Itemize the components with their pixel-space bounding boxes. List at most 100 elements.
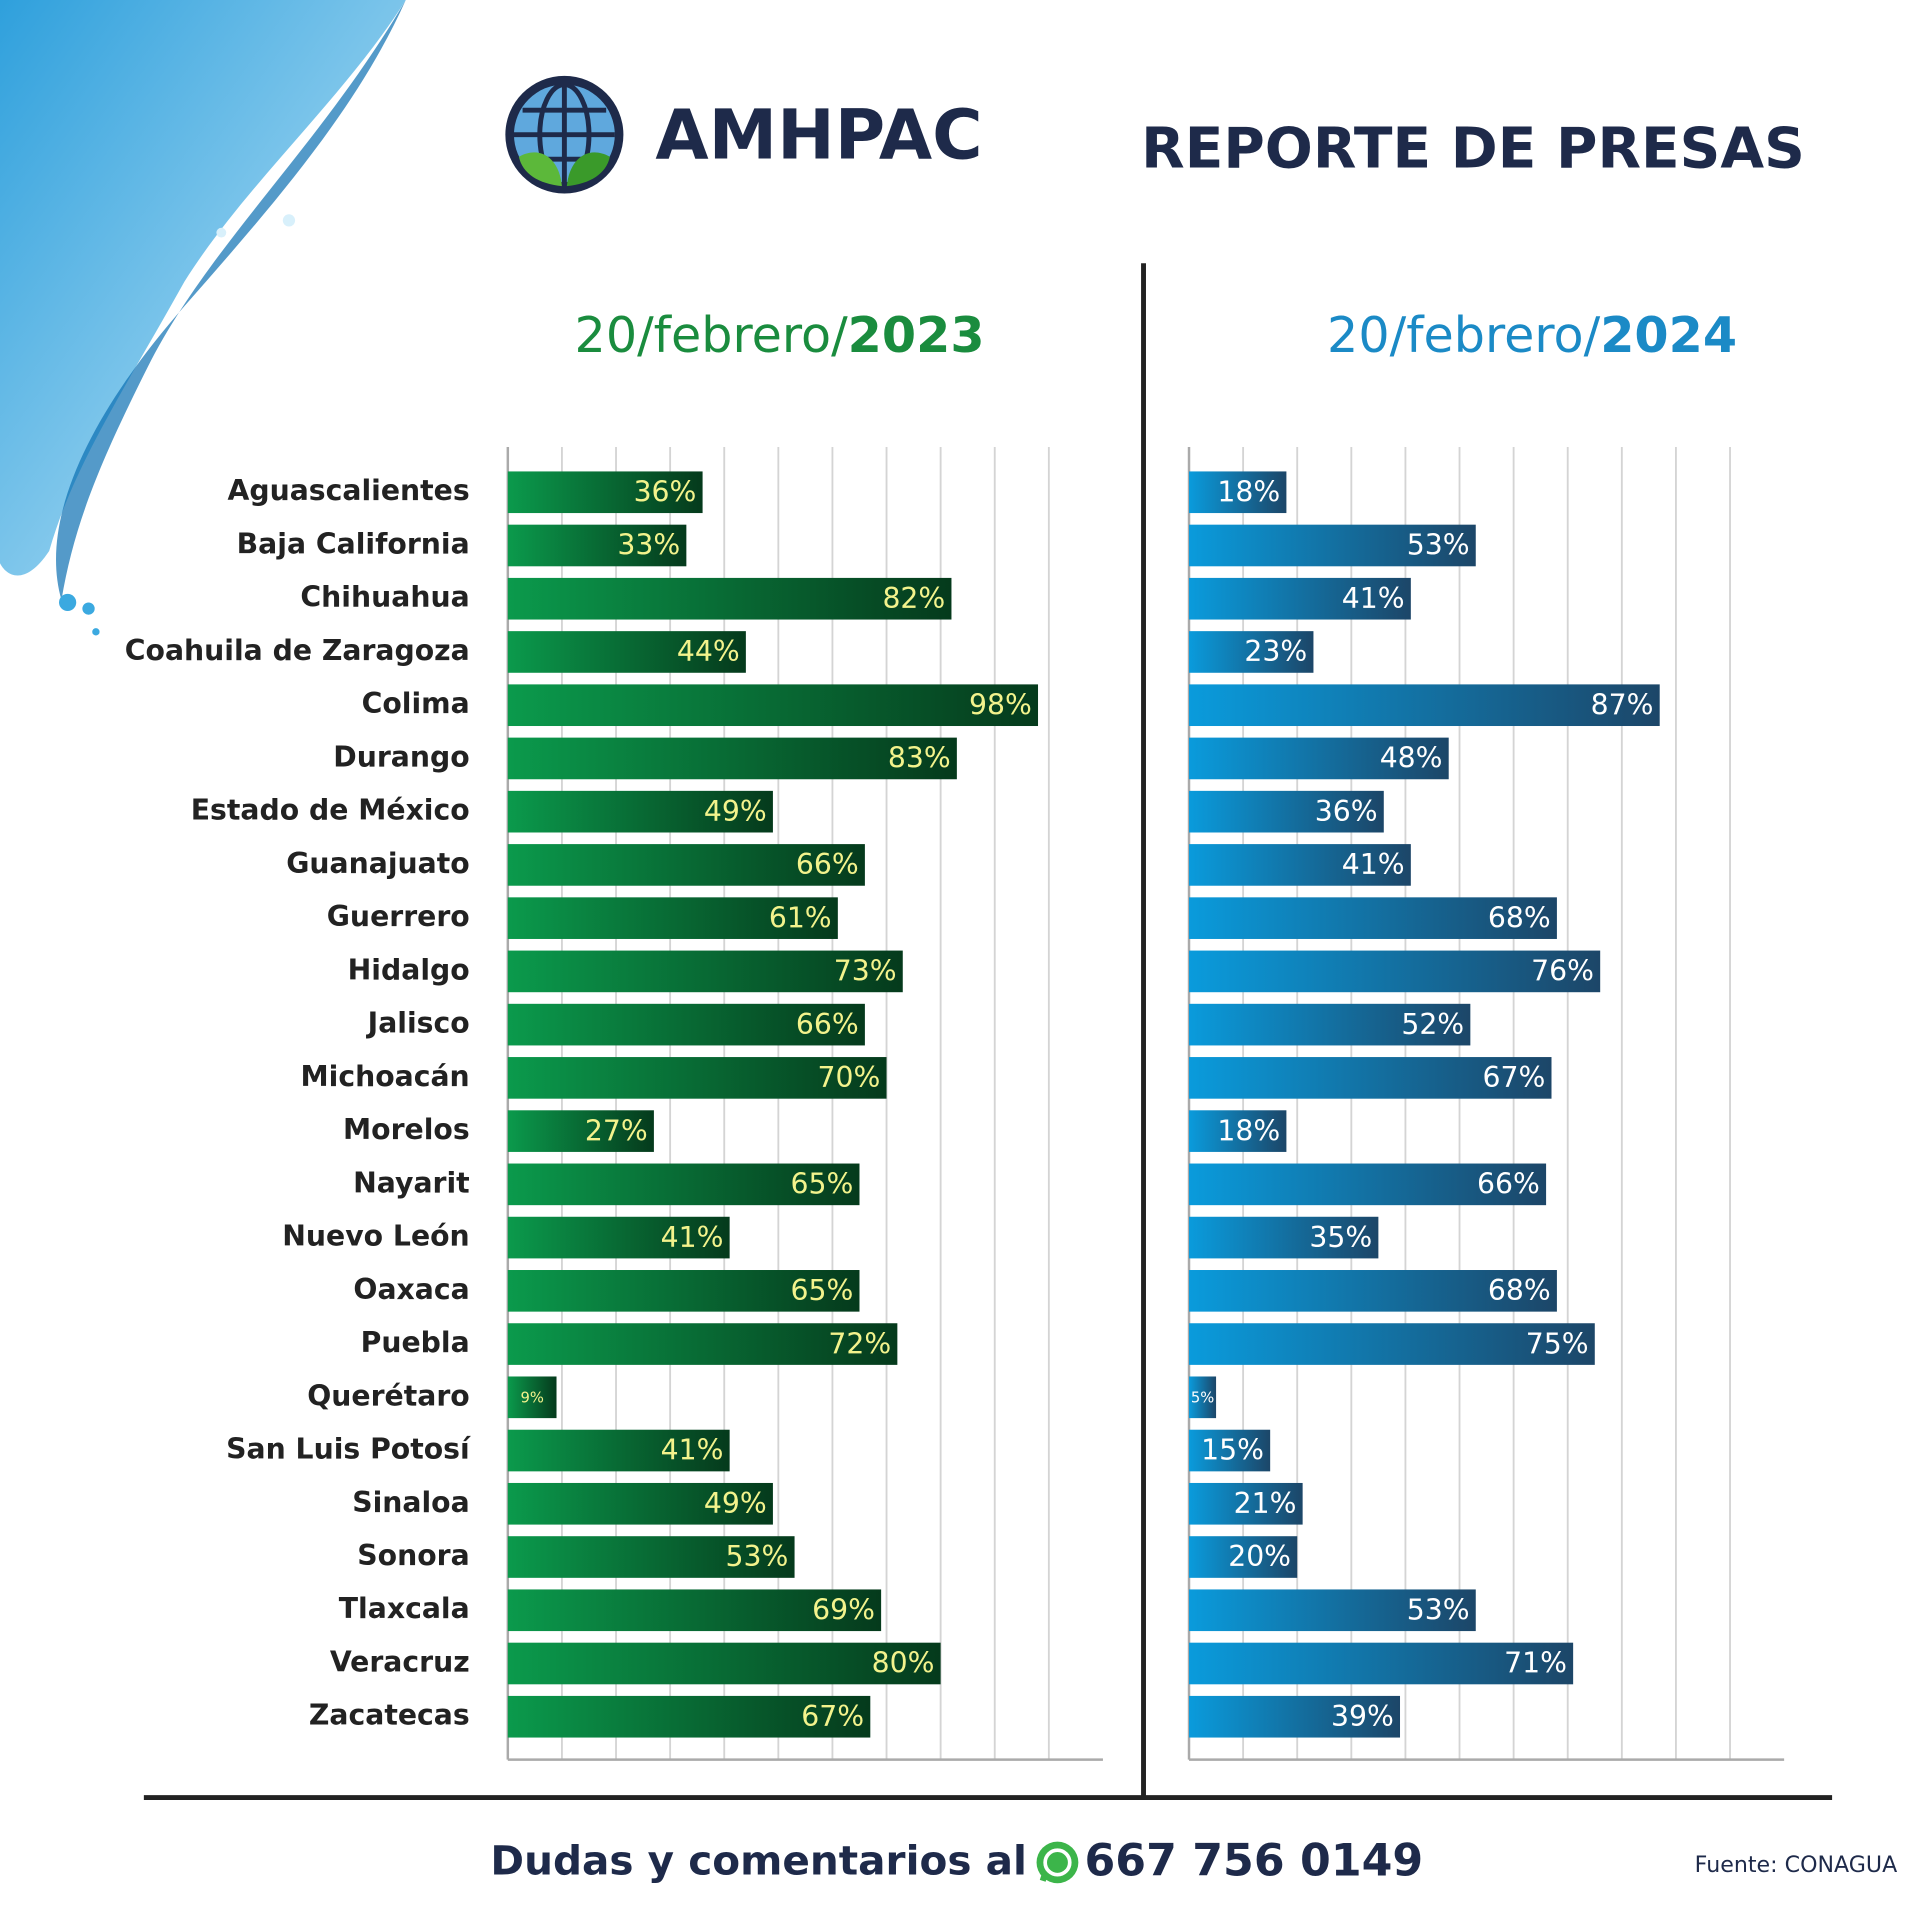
panel-subtitle: 20/febrero/2023	[575, 306, 985, 364]
bar	[1189, 1323, 1595, 1365]
bar	[1189, 897, 1557, 939]
bar	[1189, 737, 1449, 780]
category-label: Morelos	[343, 1113, 470, 1146]
bar	[1189, 1057, 1552, 1099]
category-label: Colima	[362, 687, 470, 720]
value-label: 61%	[769, 901, 832, 934]
category-label: Tlaxcala	[339, 1592, 470, 1625]
bar	[1189, 1536, 1298, 1578]
page-title: REPORTE DE PRESAS	[1141, 117, 1805, 182]
value-label: 71%	[1504, 1647, 1567, 1680]
category-label: Puebla	[361, 1326, 470, 1359]
bar	[507, 737, 957, 780]
value-label: 53%	[726, 1540, 789, 1573]
bar	[507, 1589, 882, 1632]
bar	[1189, 577, 1411, 620]
bar	[1189, 1695, 1401, 1738]
bar	[1189, 631, 1314, 673]
category-label: Aguascalientes	[227, 474, 469, 507]
bar	[507, 1057, 887, 1099]
bar	[507, 1110, 654, 1152]
value-label: 67%	[1482, 1061, 1545, 1094]
subtitle-year: 2024	[1600, 306, 1737, 364]
value-label: 18%	[1217, 476, 1280, 509]
category-label: Oaxaca	[353, 1273, 469, 1306]
category-label: Baja California	[237, 528, 470, 561]
category-label: Veracruz	[330, 1646, 470, 1679]
bar	[507, 577, 952, 620]
value-label: 98%	[969, 688, 1032, 721]
panel-subtitle: 20/febrero/2024	[1327, 306, 1737, 364]
category-label: Zacatecas	[309, 1699, 470, 1732]
value-label: 44%	[677, 635, 740, 668]
bar	[1189, 950, 1601, 993]
bar	[507, 1536, 795, 1578]
value-label: 21%	[1234, 1487, 1297, 1520]
value-label: 53%	[1407, 1594, 1470, 1627]
bar	[1189, 524, 1476, 567]
value-label: 87%	[1591, 688, 1654, 721]
bar	[507, 471, 703, 514]
bar	[507, 1163, 860, 1206]
category-label: Guerrero	[327, 900, 470, 933]
value-label: 52%	[1401, 1008, 1464, 1041]
bar	[1189, 844, 1411, 886]
bar	[507, 524, 687, 567]
bar	[507, 950, 903, 993]
category-label: Chihuahua	[300, 581, 469, 614]
value-label: 73%	[834, 955, 897, 988]
value-label: 65%	[790, 1274, 853, 1307]
category-label: Nuevo León	[282, 1220, 469, 1253]
bar	[507, 1642, 941, 1685]
value-label: 68%	[1488, 1274, 1551, 1307]
category-label: Estado de México	[191, 794, 470, 827]
value-label: 66%	[796, 848, 859, 881]
bar	[507, 1003, 865, 1046]
contact: Dudas y comentarios al	[490, 1837, 1027, 1885]
value-label: 66%	[1477, 1168, 1540, 1201]
subtitle-year: 2023	[848, 306, 985, 364]
value-label: 67%	[801, 1700, 864, 1733]
value-label: 23%	[1244, 635, 1307, 668]
bar	[1189, 471, 1287, 514]
value-label: 48%	[1380, 742, 1443, 775]
value-label: 70%	[818, 1061, 881, 1094]
bar	[507, 1270, 860, 1312]
category-label: Querétaro	[307, 1379, 469, 1412]
bar	[1189, 1482, 1303, 1525]
bar	[1189, 1270, 1557, 1312]
category-label: Durango	[333, 740, 469, 773]
value-label: 72%	[828, 1327, 891, 1360]
value-label: 36%	[1315, 795, 1378, 828]
value-label: 49%	[704, 1487, 767, 1520]
value-label: 80%	[872, 1647, 935, 1680]
value-label: 9%	[520, 1390, 543, 1407]
bar	[1189, 1589, 1476, 1632]
category-label: Sinaloa	[352, 1486, 469, 1519]
value-label: 35%	[1309, 1221, 1372, 1254]
bar	[1189, 1003, 1471, 1046]
value-label: 41%	[661, 1221, 724, 1254]
value-label: 18%	[1217, 1114, 1280, 1147]
value-label: 66%	[796, 1008, 859, 1041]
bar	[507, 790, 773, 833]
subtitle-date: 20/febrero/	[575, 306, 849, 364]
bar	[1189, 790, 1384, 833]
water-splash	[0, 0, 406, 636]
value-label: 82%	[882, 582, 945, 615]
value-label: 33%	[617, 529, 680, 562]
category-label: Hidalgo	[348, 953, 470, 986]
bar	[1189, 684, 1660, 727]
category-label: Sonora	[357, 1539, 469, 1572]
value-label: 5%	[1191, 1390, 1214, 1407]
brand: AMHPAC	[655, 96, 982, 176]
value-label: 69%	[812, 1594, 875, 1627]
bar	[507, 1376, 557, 1419]
bar	[1189, 1216, 1379, 1259]
value-label: 27%	[585, 1114, 648, 1147]
value-label: 68%	[1488, 901, 1551, 934]
value-label: 83%	[888, 742, 951, 775]
bar	[1189, 1376, 1217, 1419]
